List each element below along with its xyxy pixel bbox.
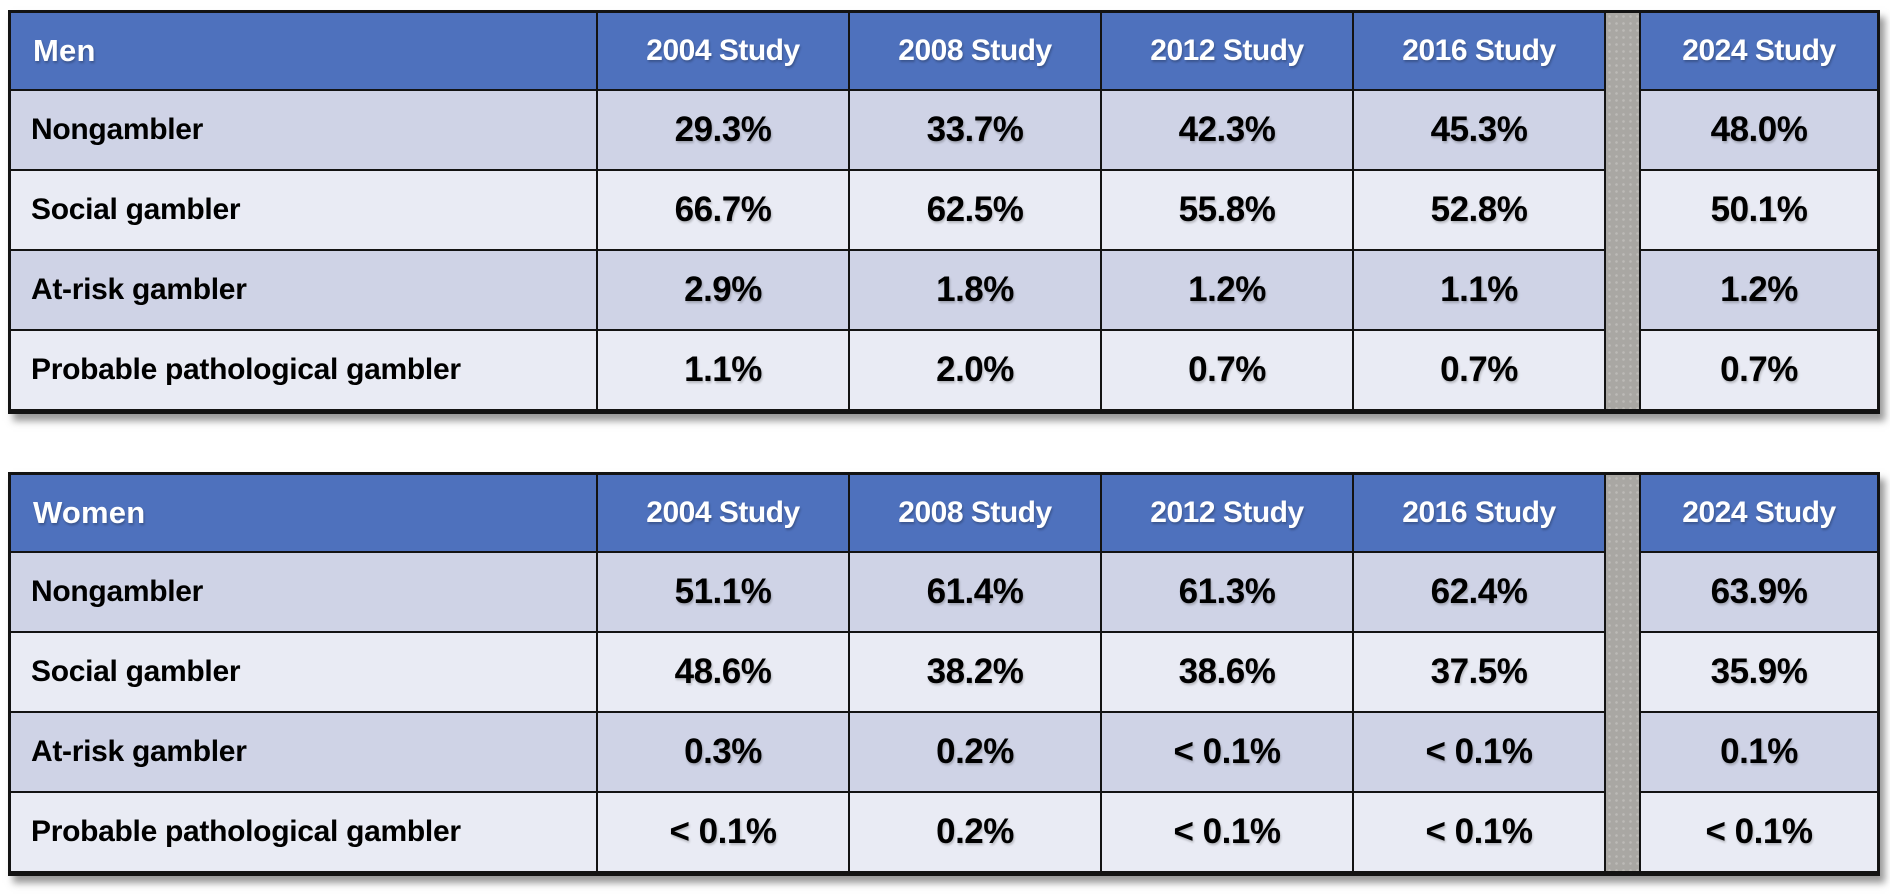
value-cell: < 0.1% — [1102, 713, 1352, 791]
value-cell: 0.2% — [850, 793, 1100, 871]
row-label: Social gambler — [11, 171, 596, 249]
column-header: 2004 Study — [598, 13, 848, 89]
column-header: 2008 Study — [850, 475, 1100, 551]
value-cell: < 0.1% — [1102, 793, 1352, 871]
row-label: At-risk gambler — [11, 713, 596, 791]
row-label: Nongambler — [11, 91, 596, 169]
row-label: Social gambler — [11, 633, 596, 711]
value-cell: 1.2% — [1641, 251, 1877, 329]
column-header: 2004 Study — [598, 475, 848, 551]
value-cell: 0.3% — [598, 713, 848, 791]
column-header: 2016 Study — [1354, 475, 1604, 551]
value-cell: 63.9% — [1641, 553, 1877, 631]
value-cell: 1.2% — [1102, 251, 1352, 329]
column-header: 2024 Study — [1641, 475, 1877, 551]
value-cell: 29.3% — [598, 91, 848, 169]
value-cell: 38.6% — [1102, 633, 1352, 711]
value-cell: 48.0% — [1641, 91, 1877, 169]
column-header: 2012 Study — [1102, 475, 1352, 551]
value-cell: < 0.1% — [598, 793, 848, 871]
value-cell: < 0.1% — [1641, 793, 1877, 871]
value-cell: < 0.1% — [1354, 713, 1604, 791]
value-cell: 33.7% — [850, 91, 1100, 169]
value-cell: 37.5% — [1354, 633, 1604, 711]
column-header: 2016 Study — [1354, 13, 1604, 89]
row-label: Probable pathological gambler — [11, 331, 596, 409]
value-cell: 62.5% — [850, 171, 1100, 249]
value-cell: 0.7% — [1641, 331, 1877, 409]
value-cell: 0.7% — [1354, 331, 1604, 409]
value-cell: 48.6% — [598, 633, 848, 711]
value-cell: 2.9% — [598, 251, 848, 329]
value-cell: 66.7% — [598, 171, 848, 249]
men-table: Men 2004 Study 2008 Study 2012 Study 2016 St… — [8, 10, 1880, 414]
value-cell: 50.1% — [1641, 171, 1877, 249]
value-cell: 45.3% — [1354, 91, 1604, 169]
value-cell: 0.1% — [1641, 713, 1877, 791]
value-cell: 0.7% — [1102, 331, 1352, 409]
value-cell: 62.4% — [1354, 553, 1604, 631]
column-header: 2024 Study — [1641, 13, 1877, 89]
value-cell: 61.4% — [850, 553, 1100, 631]
value-cell: 38.2% — [850, 633, 1100, 711]
value-cell: 51.1% — [598, 553, 848, 631]
value-cell: 1.1% — [598, 331, 848, 409]
value-cell: 42.3% — [1102, 91, 1352, 169]
value-cell: < 0.1% — [1354, 793, 1604, 871]
row-label: Probable pathological gambler — [11, 793, 596, 871]
value-cell: 35.9% — [1641, 633, 1877, 711]
value-cell: 55.8% — [1102, 171, 1352, 249]
value-cell: 1.1% — [1354, 251, 1604, 329]
women-table: Women 2004 Study 2008 Study 2012 Study 2016 … — [8, 472, 1880, 876]
group-header: Men — [11, 13, 596, 89]
separator-column — [1606, 13, 1639, 409]
separator-column — [1606, 475, 1639, 871]
value-cell: 1.8% — [850, 251, 1100, 329]
value-cell: 2.0% — [850, 331, 1100, 409]
value-cell: 61.3% — [1102, 553, 1352, 631]
value-cell: 52.8% — [1354, 171, 1604, 249]
column-header: 2008 Study — [850, 13, 1100, 89]
row-label: Nongambler — [11, 553, 596, 631]
group-header: Women — [11, 475, 596, 551]
row-label: At-risk gambler — [11, 251, 596, 329]
value-cell: 0.2% — [850, 713, 1100, 791]
column-header: 2012 Study — [1102, 13, 1352, 89]
